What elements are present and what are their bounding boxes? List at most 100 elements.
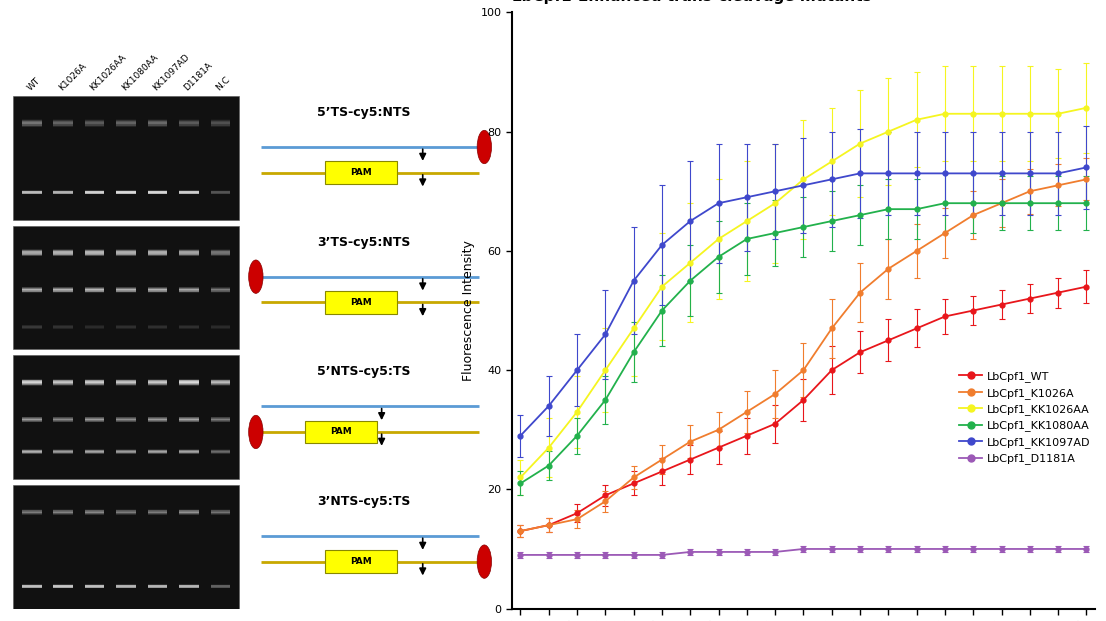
Bar [22, 420, 42, 422]
Bar [22, 586, 42, 587]
Bar [53, 453, 73, 454]
Bar [210, 252, 230, 253]
Bar [22, 512, 42, 513]
Bar [22, 419, 42, 420]
Bar [210, 450, 230, 451]
Bar [22, 586, 42, 587]
Bar [116, 450, 136, 451]
Bar [53, 419, 73, 421]
Bar [85, 452, 104, 453]
Bar [85, 380, 104, 382]
Bar [22, 291, 42, 292]
Bar [210, 450, 230, 451]
Bar [85, 287, 104, 288]
Bar [53, 586, 73, 587]
Bar [22, 450, 42, 451]
Bar [53, 191, 73, 192]
Bar [179, 290, 199, 292]
Bar [116, 328, 136, 329]
Bar [53, 450, 73, 451]
Bar [116, 123, 136, 125]
Bar [148, 513, 167, 515]
Bar [85, 252, 104, 253]
Bar [148, 124, 167, 126]
Bar [148, 328, 167, 329]
Bar [13, 225, 239, 349]
Bar [116, 193, 136, 194]
Bar [210, 193, 230, 194]
Bar [179, 190, 199, 191]
Bar [148, 419, 167, 421]
Bar [210, 513, 230, 514]
Bar [85, 253, 104, 254]
Bar [210, 192, 230, 193]
Bar [210, 418, 230, 420]
Bar [179, 510, 199, 512]
Bar [85, 191, 104, 193]
Bar [53, 420, 73, 421]
Bar [116, 587, 136, 588]
Bar [148, 191, 167, 192]
Bar [85, 250, 104, 252]
Bar [22, 291, 42, 292]
Bar [53, 417, 73, 419]
Bar [148, 419, 167, 420]
Bar [53, 191, 73, 192]
Bar [148, 122, 167, 124]
Bar [85, 383, 104, 384]
Bar [22, 254, 42, 256]
Bar [85, 451, 104, 453]
Bar [85, 191, 104, 192]
Bar [53, 125, 73, 127]
Bar [53, 193, 73, 194]
Bar [85, 193, 104, 194]
Bar [179, 587, 199, 588]
Bar [85, 290, 104, 291]
Text: PAM: PAM [330, 427, 352, 437]
Bar [148, 452, 167, 453]
Bar [53, 383, 73, 385]
Bar [179, 327, 199, 329]
Bar [210, 511, 230, 512]
Bar [22, 587, 42, 588]
Bar [22, 125, 42, 127]
Bar [53, 449, 73, 450]
Bar [116, 191, 136, 192]
Bar [210, 512, 230, 514]
Bar [210, 325, 230, 326]
Bar [148, 512, 167, 513]
Bar [53, 289, 73, 290]
Bar [179, 124, 199, 126]
Bar [22, 191, 42, 192]
Bar [116, 325, 136, 327]
Bar [22, 119, 42, 121]
Bar [210, 452, 230, 453]
Bar [22, 250, 42, 252]
Bar [53, 584, 73, 585]
Bar [148, 291, 167, 292]
Bar [148, 253, 167, 255]
Bar [148, 418, 167, 420]
Bar [85, 584, 104, 585]
Bar [116, 291, 136, 292]
Bar [22, 451, 42, 453]
Bar [179, 191, 199, 193]
Bar [22, 120, 42, 123]
Bar [53, 380, 73, 382]
Bar [148, 420, 167, 422]
Bar [85, 125, 104, 127]
Circle shape [249, 415, 263, 448]
Bar [85, 513, 104, 514]
Bar [116, 384, 136, 385]
Bar [116, 191, 136, 192]
Bar [53, 288, 73, 289]
Bar [210, 191, 230, 192]
Bar [116, 419, 136, 421]
Bar [179, 193, 199, 194]
Bar [53, 291, 73, 292]
Bar [116, 325, 136, 326]
Bar [148, 453, 167, 454]
Bar [116, 586, 136, 587]
Bar [22, 328, 42, 329]
Bar [85, 587, 104, 588]
